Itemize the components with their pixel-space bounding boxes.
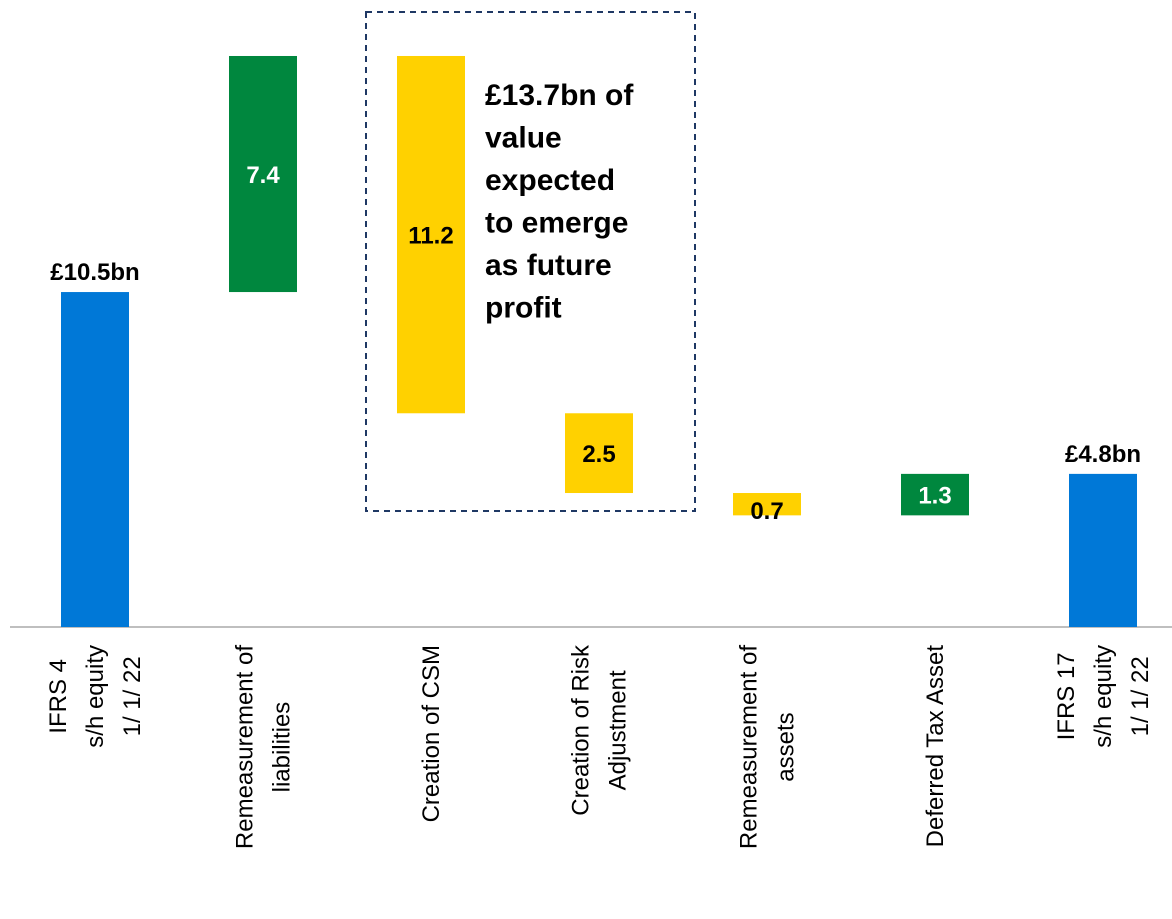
data-label: 11.2 [408, 223, 453, 250]
annotation: profit [485, 292, 562, 325]
x-tick-label: IFRS 4 s/h equity 1/ 1/ 22 [45, 645, 146, 748]
bar [229, 55, 297, 293]
bar [565, 413, 633, 494]
x-tick-label-line: Remeasurement of [736, 645, 763, 849]
x-tick-label-line: Creation of CSM [418, 645, 445, 822]
data-label: £4.8bn [1065, 441, 1141, 468]
data-label: £10.5bn [50, 259, 139, 286]
annotation: £13.7bn of [485, 79, 634, 112]
x-tick-label-line: s/h equity [1090, 645, 1117, 748]
bar [1069, 473, 1137, 627]
bar [397, 55, 465, 414]
x-tick-label: Creation of Risk Adjustment [568, 644, 632, 816]
data-label: 7.4 [246, 162, 280, 189]
annotation: expected [485, 164, 615, 197]
bar [733, 493, 801, 516]
x-tick-label: Creation of CSM [418, 645, 445, 822]
bar [61, 292, 129, 627]
x-tick-label: Deferred Tax Asset [922, 645, 949, 848]
x-tick-label-line: assets [773, 712, 800, 781]
annotation: as future [485, 249, 612, 282]
annotation: to emerge [485, 207, 628, 240]
data-label: 2.5 [582, 441, 615, 468]
x-tick-label: Remeasurement of liabilities [232, 645, 296, 849]
x-tick-label-line: Adjustment [605, 670, 632, 790]
x-tick-label: Remeasurement of assets [736, 645, 800, 849]
annotation: value [485, 122, 562, 155]
x-tick-label-line: liabilities [269, 702, 296, 793]
x-tick-label-line: 1/ 1/ 22 [1127, 656, 1154, 736]
x-tick-label-line: IFRS 17 [1053, 652, 1080, 740]
x-tick-label-line: Deferred Tax Asset [922, 645, 949, 848]
bar [901, 473, 969, 516]
x-tick-label-line: s/h equity [82, 645, 109, 748]
x-tick-label-line: Creation of Risk [568, 644, 595, 816]
x-tick-label-line: IFRS 4 [45, 659, 72, 734]
annotation-box [365, 11, 696, 512]
data-label: 1.3 [918, 483, 951, 510]
x-tick-label: IFRS 17 s/h equity 1/ 1/ 22 [1053, 645, 1154, 748]
x-tick-label-line: 1/ 1/ 22 [119, 656, 146, 736]
data-label: 0.7 [750, 498, 783, 525]
x-tick-label-line: Remeasurement of [232, 645, 259, 849]
